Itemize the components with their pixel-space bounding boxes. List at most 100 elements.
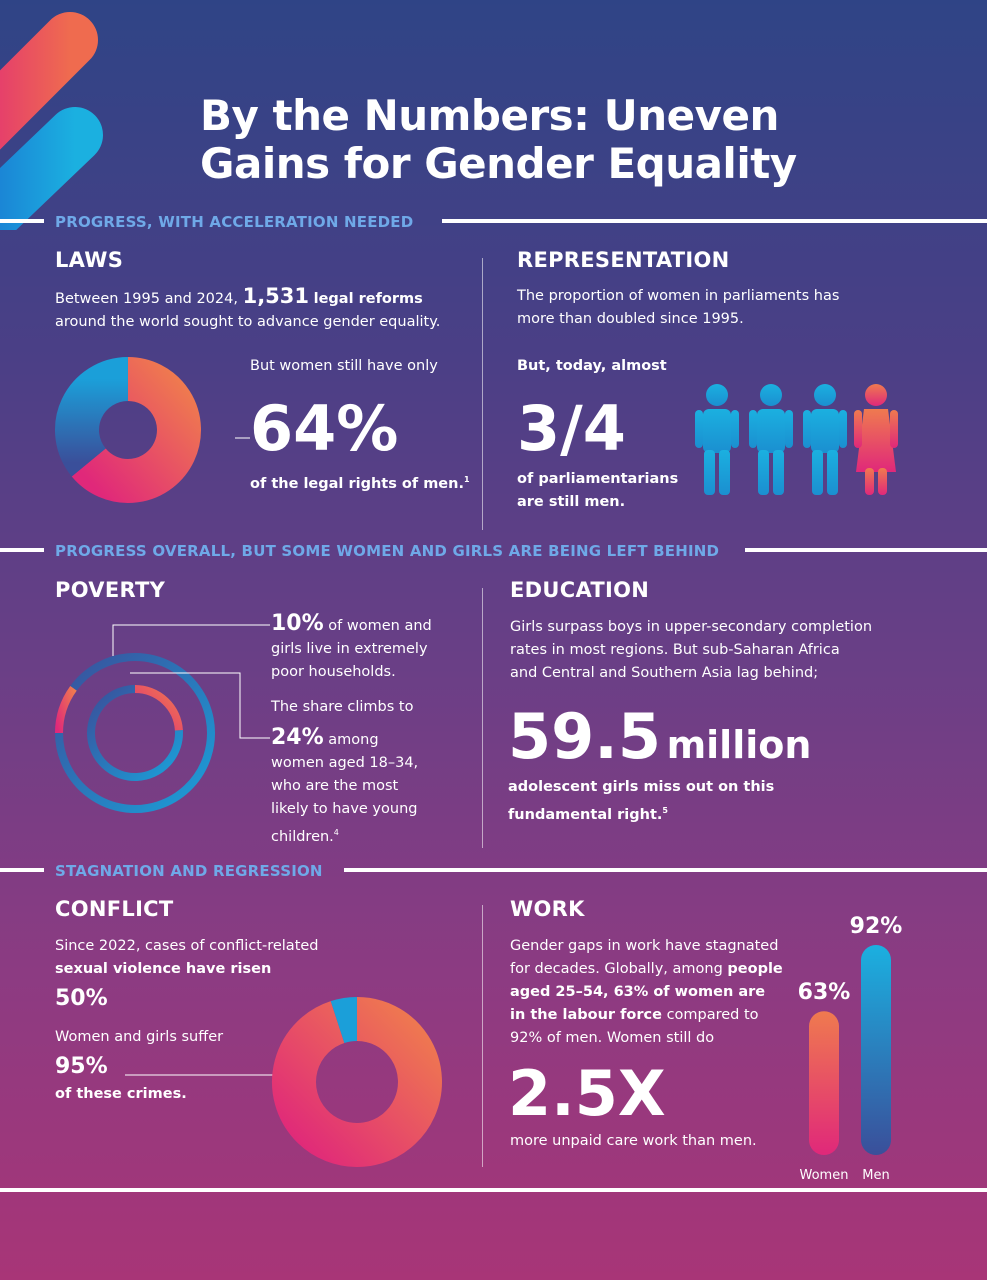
laws-caption-wrap: of the legal rights of men.1 <box>250 468 470 496</box>
poverty-outer-ring-remainder <box>55 652 215 813</box>
representation-stat: 3/4 <box>517 392 626 465</box>
title-line-2: Gains for Gender Equality <box>200 139 797 188</box>
work-text-1: Gender gaps in work have stagnated <box>510 938 779 954</box>
representation-caption-2: are still men. <box>517 494 626 510</box>
divider-right <box>344 868 987 872</box>
education-heading: EDUCATION <box>510 578 650 602</box>
poverty-leader-2 <box>130 672 270 739</box>
column-divider <box>482 258 483 530</box>
work-bar-value-label: 63% <box>798 980 851 1005</box>
work-bar-category-label: Men <box>862 1168 889 1183</box>
work-text-2: for decades. Globally, among <box>510 961 723 977</box>
work-caption: more unpaid care work than men. <box>510 1133 757 1149</box>
representation-heading: REPRESENTATION <box>517 248 730 272</box>
work-bar-value-label: 92% <box>850 914 903 939</box>
poverty-leader-1 <box>112 624 270 656</box>
poverty-outer-ring-share <box>55 685 77 734</box>
education-text-3: and Central and Southern Asia lag behind… <box>510 665 819 681</box>
divider-left <box>0 219 44 223</box>
man-icon <box>803 384 847 495</box>
poverty-text-3d: likely to have young <box>271 801 418 817</box>
education-caption-1: adolescent girls miss out on this <box>508 779 775 795</box>
conflict-text-3: Women and girls suffer <box>55 1029 224 1045</box>
poverty-text-3b: women aged 18–34, <box>271 755 419 771</box>
conflict-donut-remainder-segment <box>330 997 358 1044</box>
conflict-stat-2: 95% <box>55 1054 108 1079</box>
work-text: Gender gaps in work have stagnated for d… <box>510 935 800 1050</box>
poverty-stat-2: 24% <box>271 725 324 750</box>
work-bar-category-label: Women <box>800 1168 849 1183</box>
poverty-text-3a: among <box>328 732 379 748</box>
education-text-2: rates in most regions. But sub-Saharan A… <box>510 642 840 658</box>
representation-intro: But, today, almost <box>517 358 667 374</box>
poverty-text-block-1: 10% of women and girls live in extremely… <box>271 612 471 684</box>
section-progress-label: PROGRESS, WITH ACCELERATION NEEDED <box>55 213 414 231</box>
education-stat-wrap: 59.5 million <box>508 706 811 768</box>
work-text-3: aged 25–54, 63% of women are <box>510 984 766 1000</box>
column-divider <box>482 905 483 1167</box>
conflict-stat-1: 50% <box>55 986 108 1011</box>
woman-icon <box>854 384 898 495</box>
representation-text: The proportion of women in parliaments h… <box>517 285 839 331</box>
divider-right <box>442 219 987 223</box>
divider-left <box>0 548 44 552</box>
page-title: By the Numbers: Uneven Gains for Gender … <box>200 92 900 188</box>
laws-donut-remainder-segment <box>55 357 130 477</box>
poverty-inner-ring-remainder <box>87 685 183 781</box>
work-bar-women <box>809 1011 839 1155</box>
poverty-text-block-2: 24% among women aged 18–34, who are the … <box>271 726 471 849</box>
conflict-text: Since 2022, cases of conflict-related se… <box>55 935 319 981</box>
education-stat: 59.5 <box>508 700 661 773</box>
man-icon <box>749 384 793 495</box>
laws-footnote: 1 <box>463 475 470 484</box>
work-text-5: 92% of men. Women still do <box>510 1030 715 1046</box>
education-text: Girls surpass boys in upper-secondary co… <box>510 616 872 685</box>
representation-text-2: more than doubled since 1995. <box>517 311 744 327</box>
representation-caption-1: of parliamentarians <box>517 471 679 487</box>
poverty-stat-1: 10% <box>271 611 324 636</box>
man-icon <box>695 384 739 495</box>
education-footnote: 5 <box>662 806 668 815</box>
laws-text-3: around the world sought to advance gende… <box>55 314 441 330</box>
section-stagnation-label: STAGNATION AND REGRESSION <box>55 862 323 880</box>
conflict-donut-share-segment <box>272 997 442 1167</box>
title-line-1: By the Numbers: Uneven <box>200 91 779 140</box>
conflict-text-2: sexual violence have risen <box>55 961 272 977</box>
divider-right <box>745 548 987 552</box>
representation-caption: of parliamentarians are still men. <box>517 468 678 514</box>
conflict-heading: CONFLICT <box>55 897 174 921</box>
work-stat: 2.5X <box>508 1057 666 1130</box>
work-text-2b: people <box>727 961 783 977</box>
poverty-heading: POVERTY <box>55 578 166 602</box>
poverty-text-3c: who are the most <box>271 778 399 794</box>
divider-left <box>0 868 44 872</box>
work-text-4: in the labour force <box>510 1007 662 1023</box>
laws-donut-share-segment <box>71 357 201 503</box>
section-overall-label: PROGRESS OVERALL, BUT SOME WOMEN AND GIR… <box>55 542 720 560</box>
work-bar-men <box>861 945 891 1155</box>
education-caption-2: fundamental right. <box>508 806 663 823</box>
laws-heading: LAWS <box>55 248 124 272</box>
poverty-footnote: 4 <box>333 828 339 837</box>
education-caption: adolescent girls miss out on this fundam… <box>508 776 774 827</box>
laws-reform-count: 1,531 <box>242 284 310 308</box>
poverty-text-1b: girls live in extremely <box>271 641 428 657</box>
work-text-4b: compared to <box>666 1007 759 1023</box>
laws-text-1: Between 1995 and 2024, <box>55 291 238 307</box>
laws-stat: 64% <box>250 392 399 465</box>
work-heading: WORK <box>510 897 585 921</box>
poverty-text-2: The share climbs to <box>271 699 414 715</box>
education-text-1: Girls surpass boys in upper-secondary co… <box>510 619 873 635</box>
laws-intro: But women still have only <box>250 358 438 374</box>
poverty-text-3e: children. <box>271 828 334 845</box>
bottom-divider <box>0 1188 987 1192</box>
conflict-caption: of these crimes. <box>55 1086 187 1102</box>
laws-caption: of the legal rights of men. <box>250 475 464 492</box>
poverty-inner-ring-share <box>134 685 183 731</box>
decorative-stripes <box>0 12 103 230</box>
laws-text: Between 1995 and 2024, 1,531 legal refor… <box>55 285 475 334</box>
education-unit: million <box>666 723 812 767</box>
representation-text-1: The proportion of women in parliaments h… <box>517 288 840 304</box>
parliament-figures <box>695 384 898 495</box>
